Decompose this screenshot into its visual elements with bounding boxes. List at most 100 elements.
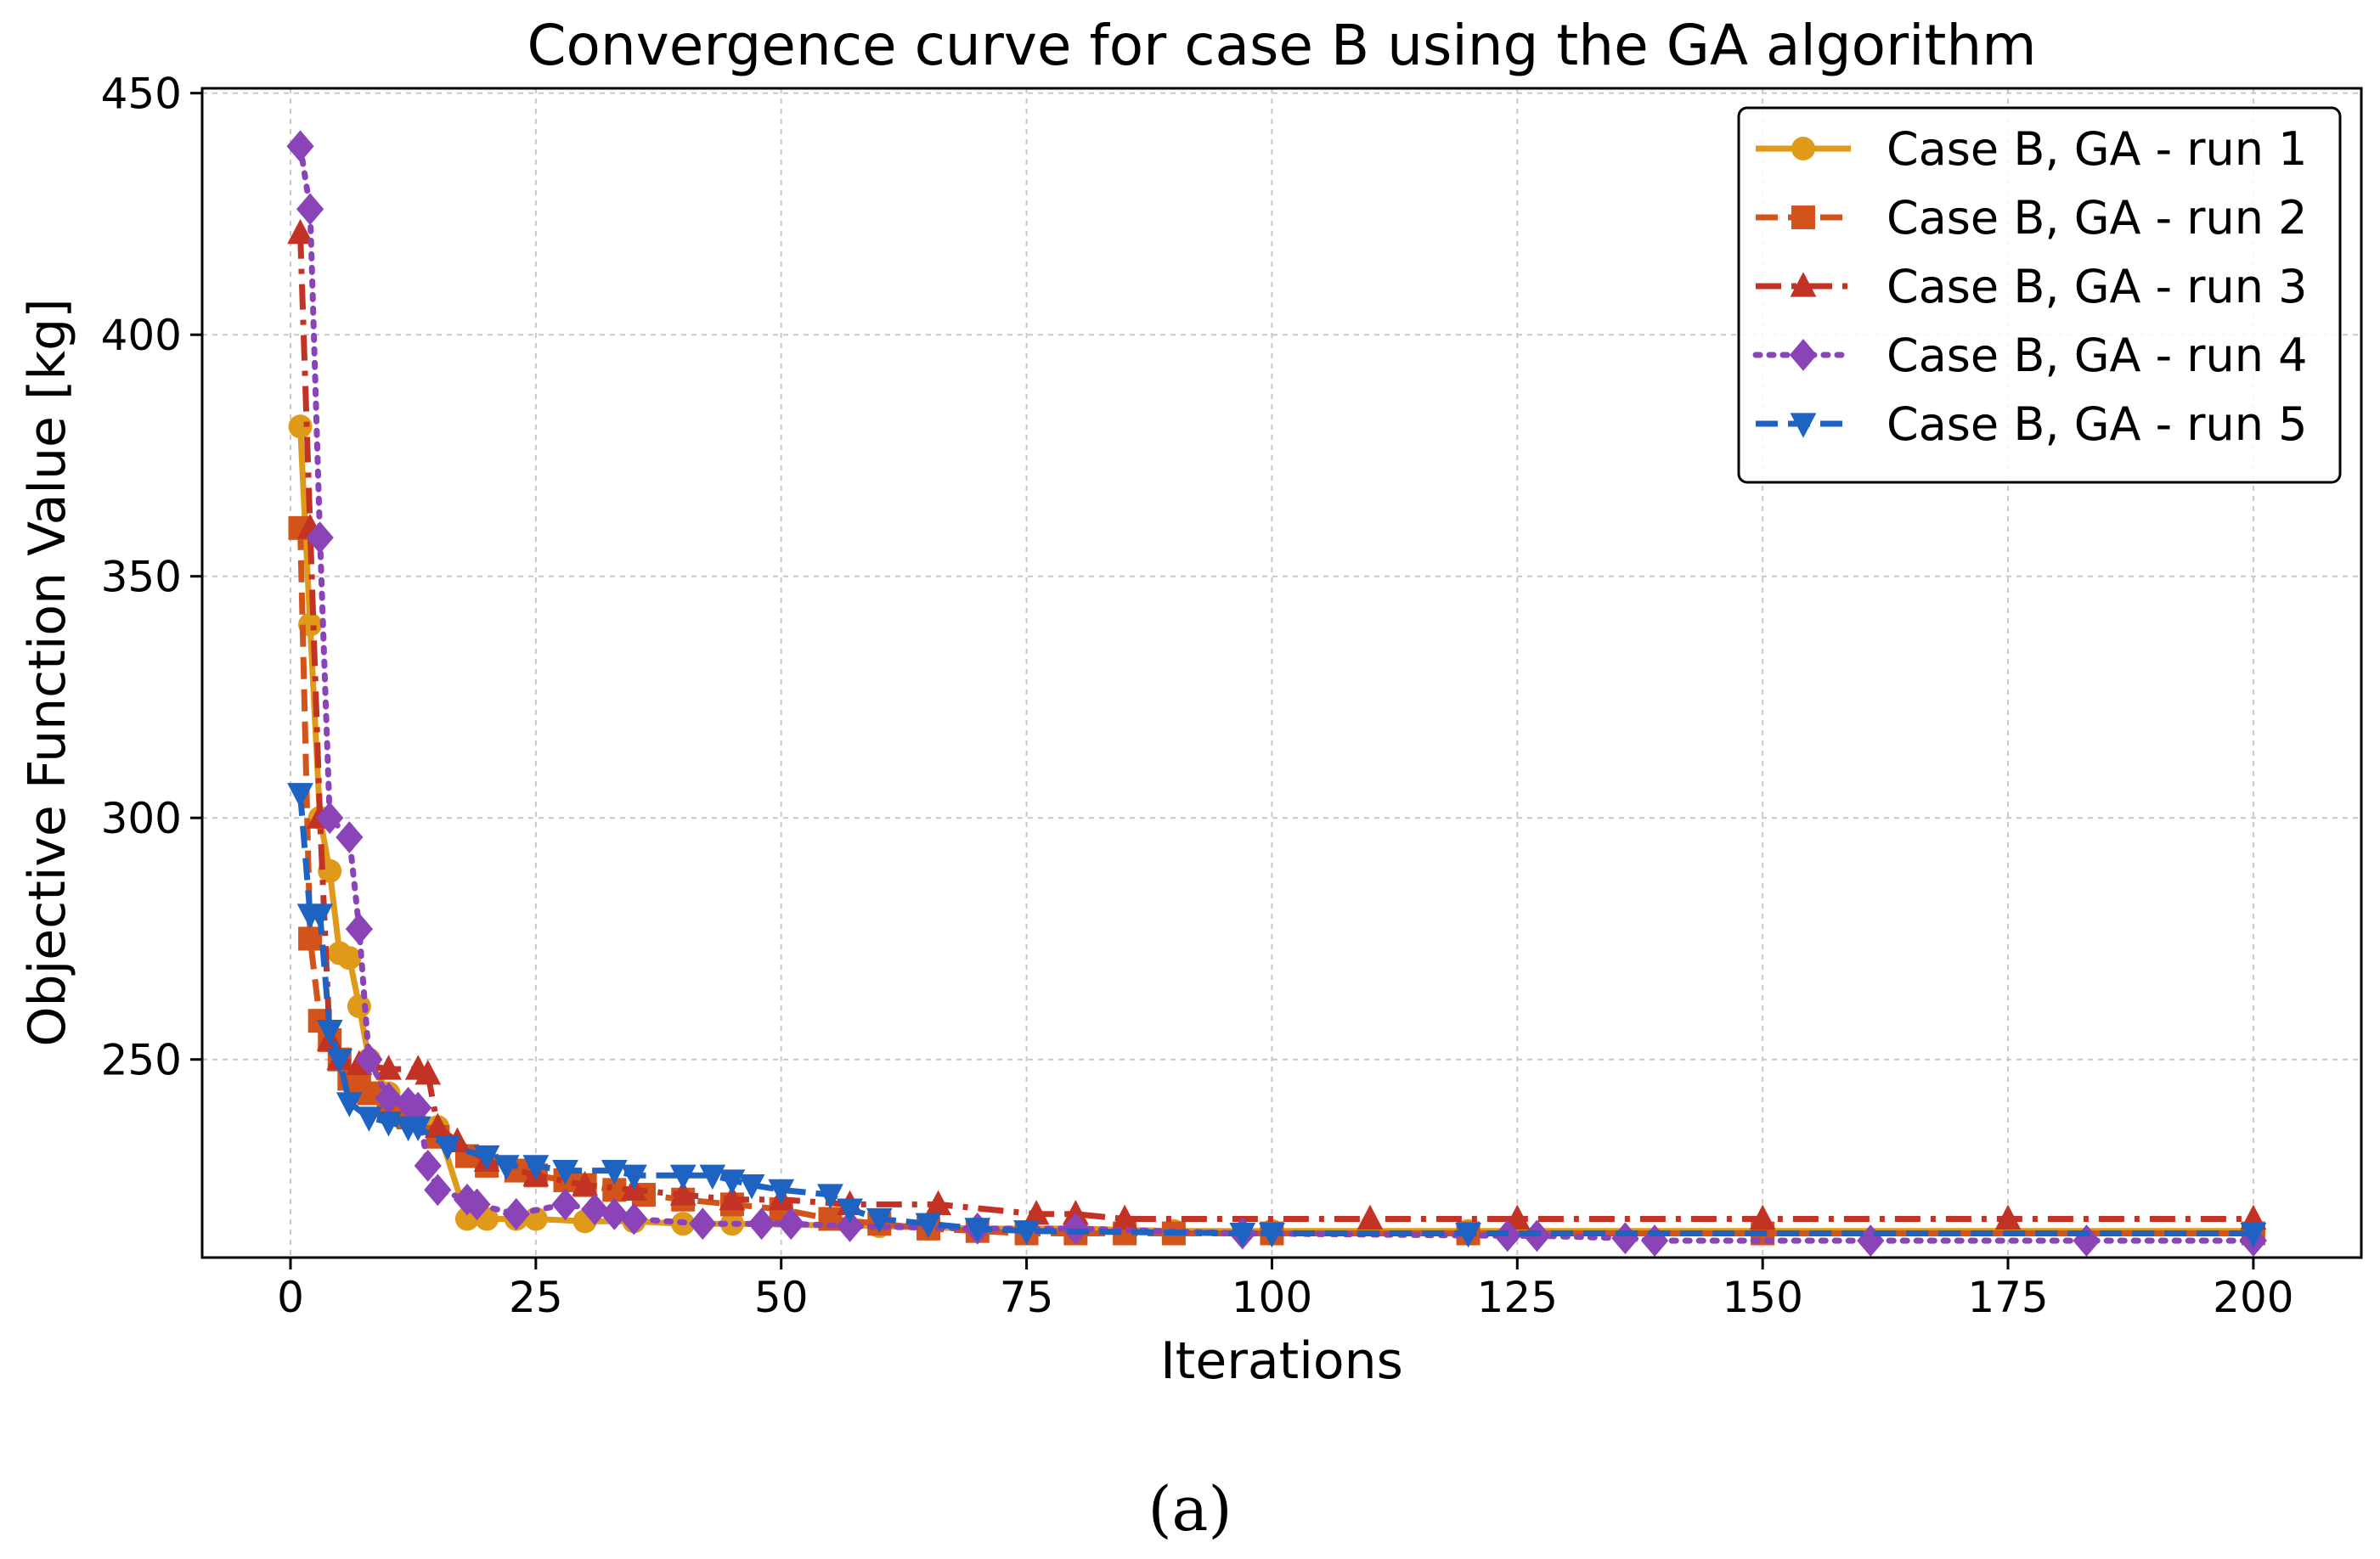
data-point	[414, 1149, 442, 1182]
x-tick-label: 175	[1967, 1273, 2048, 1322]
x-axis-label: Iterations	[1160, 1331, 1403, 1391]
legend-item: Case B, GA - run 5	[1756, 397, 2307, 451]
data-point	[523, 1207, 548, 1231]
y-tick-label: 450	[101, 70, 182, 119]
data-point	[1356, 1204, 1384, 1230]
data-point	[473, 1145, 500, 1171]
legend-label: Case B, GA - run 3	[1887, 260, 2307, 313]
data-point	[836, 1210, 864, 1242]
x-tick-label: 75	[1000, 1273, 1054, 1322]
x-tick-label: 100	[1232, 1273, 1312, 1322]
data-point	[925, 1190, 951, 1216]
data-point	[1455, 1222, 1481, 1248]
data-point	[306, 521, 334, 554]
data-point	[964, 1218, 991, 1243]
legend-item: Case B, GA - run 1	[1756, 122, 2307, 176]
data-point	[326, 1049, 353, 1074]
data-point	[817, 1184, 843, 1209]
data-point	[866, 1207, 893, 1234]
data-point	[601, 1197, 629, 1230]
x-tick-label: 125	[1477, 1273, 1558, 1322]
legend-label: Case B, GA - run 5	[1887, 397, 2307, 451]
plot-frame	[200, 87, 2363, 1259]
data-point	[288, 414, 313, 439]
data-point	[1259, 1222, 1285, 1248]
data-point	[915, 1213, 942, 1238]
data-point	[286, 130, 314, 163]
x-tick-label: 50	[754, 1273, 809, 1322]
data-point	[375, 1082, 403, 1115]
y-tick-label: 300	[101, 794, 182, 843]
series-line	[297, 527, 2253, 1236]
data-point	[1229, 1222, 1256, 1248]
data-point	[415, 1059, 442, 1085]
data-point	[1013, 1220, 1040, 1246]
data-point	[1994, 1204, 2022, 1230]
data-point	[1611, 1222, 1639, 1255]
legend-marker	[1790, 272, 1817, 297]
series-run-1	[288, 414, 2265, 1243]
legend-marker	[1791, 205, 1815, 229]
data-point	[572, 1170, 599, 1196]
data-point	[1111, 1204, 1138, 1230]
legend: Case B, GA - run 1 Case B, GA - run 2 Case…	[1737, 106, 2342, 484]
data-point	[355, 1043, 383, 1076]
series-run-5	[287, 783, 2267, 1248]
series-line	[297, 233, 2253, 1222]
x-tick-label: 150	[1722, 1273, 1802, 1322]
data-point	[298, 926, 323, 951]
data-point	[463, 1188, 491, 1221]
data-point	[1503, 1204, 1531, 1230]
data-point	[669, 1180, 697, 1206]
data-point	[1640, 1224, 1669, 1257]
x-tick-label: 200	[2213, 1273, 2293, 1322]
x-axis: 0 25 50 75 100 125 150 175 200	[277, 1258, 2294, 1322]
data-point	[777, 1207, 805, 1241]
data-point	[345, 913, 373, 945]
data-point	[375, 1112, 402, 1137]
data-point	[1749, 1204, 1776, 1230]
chart-title: Convergence curve for case B using the G…	[527, 13, 2036, 78]
legend-frame	[1737, 106, 2342, 484]
data-point	[375, 1055, 402, 1080]
data-point	[581, 1193, 609, 1225]
data-point	[719, 1169, 746, 1195]
data-point	[336, 821, 364, 853]
legend-marker	[1789, 339, 1818, 371]
data-point	[1023, 1199, 1050, 1225]
y-tick-label: 350	[101, 553, 182, 602]
data-point	[768, 1179, 795, 1205]
figure-caption: (a)	[1148, 1473, 1232, 1545]
legend-marker	[1790, 413, 1817, 438]
data-point	[837, 1198, 863, 1224]
data-point	[552, 1159, 578, 1185]
series-run-2	[288, 515, 2265, 1246]
data-point	[719, 1185, 746, 1211]
data-point	[502, 1197, 530, 1230]
data-point	[404, 1116, 431, 1142]
data-point	[296, 193, 324, 226]
data-point	[307, 903, 334, 929]
legend-item: Case B, GA - run 2	[1756, 191, 2307, 245]
data-point	[316, 1019, 343, 1045]
legend-item: Case B, GA - run 4	[1752, 329, 2307, 382]
x-tick-label: 25	[509, 1273, 563, 1322]
legend-label: Case B, GA - run 1	[1887, 122, 2307, 176]
data-point	[404, 1091, 432, 1124]
y-axis-label: Objective Function Value [kg]	[18, 298, 77, 1046]
data-point	[1062, 1199, 1089, 1225]
data-point	[493, 1155, 520, 1180]
legend-marker	[1791, 137, 1815, 160]
data-point	[522, 1155, 550, 1180]
data-point	[747, 1207, 775, 1241]
x-tick-label: 0	[277, 1273, 304, 1322]
y-tick-label: 400	[101, 311, 182, 360]
series-line	[297, 426, 2253, 1235]
series-line	[297, 793, 2253, 1236]
data-point	[434, 1135, 461, 1161]
data-point	[356, 1106, 382, 1132]
data-point	[689, 1207, 717, 1241]
data-point	[669, 1164, 697, 1190]
data-point	[621, 1164, 647, 1190]
